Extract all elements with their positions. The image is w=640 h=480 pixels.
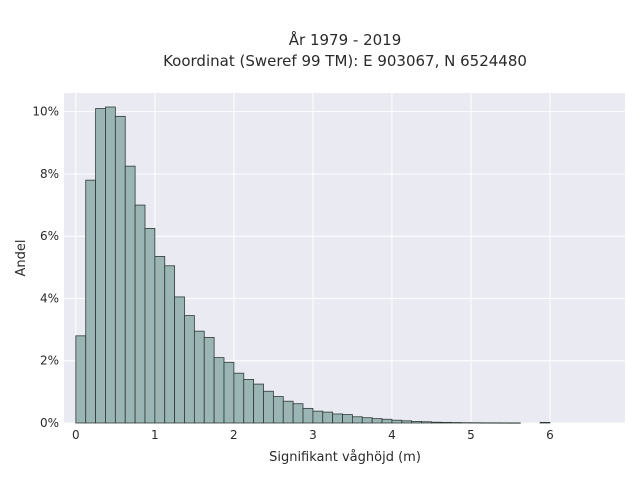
histogram-bar xyxy=(302,407,314,424)
histogram-bar xyxy=(85,179,97,424)
histogram-bar xyxy=(105,106,116,424)
histogram-bar xyxy=(75,335,87,424)
x-tick-label: 6 xyxy=(546,428,554,442)
y-tick-label: 6% xyxy=(40,229,59,243)
histogram-bar xyxy=(223,361,235,424)
x-tick-label: 4 xyxy=(388,428,396,442)
histogram-bar xyxy=(213,357,225,424)
histogram-bar xyxy=(381,418,393,424)
x-tick-label: 5 xyxy=(467,428,475,442)
histogram-bar xyxy=(332,413,343,424)
chart-title: År 1979 - 2019 xyxy=(289,30,402,49)
histogram-bar xyxy=(243,379,255,424)
histogram-bar xyxy=(312,410,324,424)
y-tick-label: 0% xyxy=(40,416,59,430)
histogram-bar xyxy=(203,336,215,424)
histogram-bar xyxy=(342,414,353,424)
histogram-bar xyxy=(253,383,264,424)
histogram-bar xyxy=(371,418,383,424)
histogram-bar xyxy=(539,421,551,424)
histogram-bar xyxy=(144,228,156,424)
y-tick-label: 2% xyxy=(40,354,59,368)
histogram-bar xyxy=(134,204,146,424)
histogram-bar xyxy=(391,419,403,424)
histogram-bar xyxy=(440,421,452,424)
histogram-bar xyxy=(411,421,422,424)
y-tick-label: 10% xyxy=(32,105,59,119)
y-tick-label: 4% xyxy=(40,291,59,305)
histogram-bar xyxy=(95,108,106,424)
y-axis-label: Andel xyxy=(14,240,29,277)
histogram-bar xyxy=(233,372,245,424)
histogram-bar xyxy=(174,296,185,424)
histogram-bar xyxy=(421,421,432,424)
histogram-bar xyxy=(431,421,442,424)
histogram-bar xyxy=(154,256,166,424)
x-tick-label: 0 xyxy=(72,428,80,442)
x-tick-label: 2 xyxy=(230,428,238,442)
histogram-bar xyxy=(282,400,294,424)
histogram-bar xyxy=(361,417,373,424)
tick-labels: 0 1 2 3 4 5 6 0% 2% 4% 6% 8% 10% xyxy=(32,105,553,442)
histogram-bar xyxy=(352,416,363,424)
histogram-bar xyxy=(184,315,195,424)
histogram-bar xyxy=(193,330,205,424)
x-tick-label: 3 xyxy=(309,428,317,442)
histogram-bar xyxy=(114,115,126,424)
histogram-bar xyxy=(164,265,176,424)
y-tick-label: 8% xyxy=(40,167,59,181)
chart-subtitle: Koordinat (Sweref 99 TM): E 903067, N 65… xyxy=(163,52,527,70)
histogram-bar xyxy=(322,411,334,424)
histogram-bar xyxy=(263,390,274,424)
x-tick-label: 1 xyxy=(151,428,159,442)
histogram-bar xyxy=(124,165,136,424)
histogram-bar xyxy=(292,403,304,424)
bars xyxy=(75,106,551,424)
histogram-bar xyxy=(401,420,413,424)
histogram-bar xyxy=(272,396,284,424)
x-axis-label: Signifikant våghöjd (m) xyxy=(269,450,421,465)
